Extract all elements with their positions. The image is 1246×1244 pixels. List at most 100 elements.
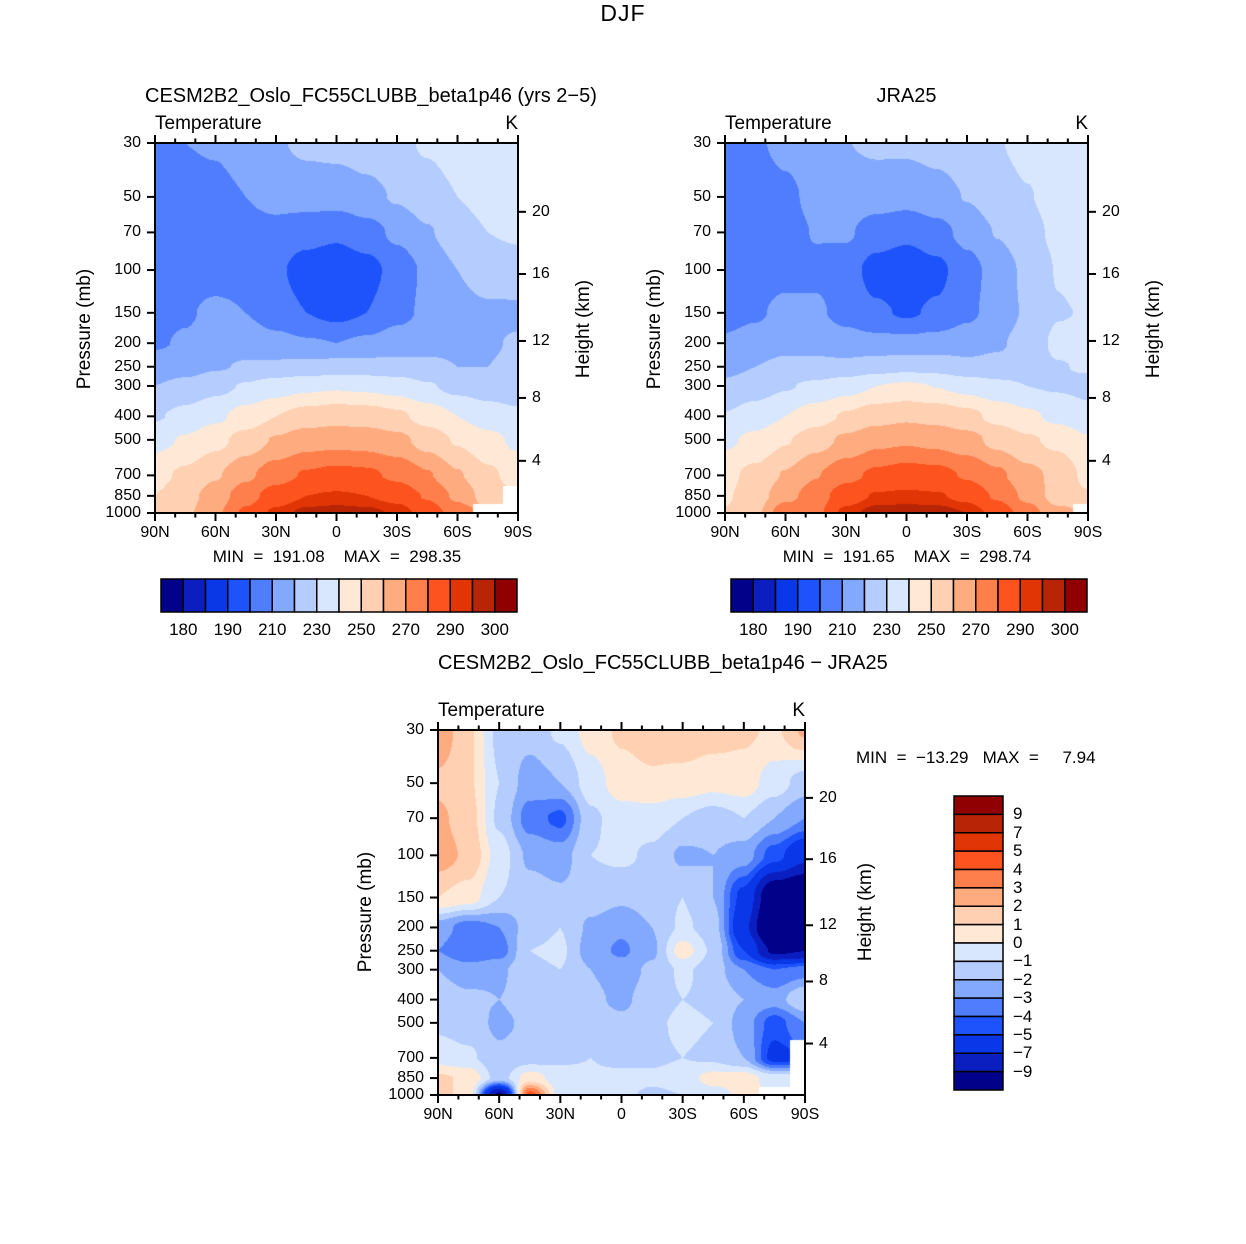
colorbar-cell — [953, 1015, 1004, 1036]
pressure-tick-label: 100 — [397, 846, 424, 864]
pressure-tick-label: 70 — [693, 223, 711, 241]
lat-tick-label: 30N — [261, 524, 291, 541]
pressure-tick-label: 400 — [397, 990, 424, 1008]
colorbar-cell — [730, 578, 754, 613]
height-tick-label: 4 — [1102, 451, 1111, 469]
colorbar-cell — [160, 578, 184, 613]
height-tick-label: 8 — [532, 388, 541, 406]
lat-tick-label: 90N — [140, 524, 170, 541]
colorbar-tick-label: −1 — [1013, 951, 1033, 971]
pressure-tick-label: 70 — [406, 809, 424, 827]
colorbar-tick-label: 3 — [1013, 877, 1023, 897]
pressure-tick-label: 1000 — [105, 504, 141, 521]
colorbar-tick-label: 7 — [1013, 822, 1023, 842]
lat-tick-label: 60S — [729, 1106, 759, 1123]
pressure-tick-label: 250 — [114, 357, 141, 375]
colorbar-tick-label: −7 — [1013, 1043, 1033, 1063]
colorbar-cell — [953, 887, 1004, 907]
colorbar-tick-label: −2 — [1013, 969, 1033, 989]
pressure-tick-label: 150 — [684, 303, 711, 321]
colorbar-tick-label: 300 — [1050, 620, 1079, 639]
colorbar-tick-label: 210 — [258, 620, 287, 639]
colorbar-cell — [338, 578, 362, 613]
subtitle-row-model: Temperature K — [155, 113, 518, 135]
colorbar-tick-label: 300 — [480, 620, 509, 639]
colorbar-tick-label: 180 — [739, 620, 768, 639]
panel-title-obs: JRA25 — [876, 85, 937, 107]
colorbar-cell — [953, 942, 1004, 963]
lat-tick-label: 0 — [617, 1106, 626, 1123]
colorbar-cell — [863, 578, 888, 613]
colorbar-cell — [953, 850, 1004, 871]
pressure-tick-label: 50 — [693, 187, 711, 205]
pressure-axis-label-obs: Pressure (mb) — [644, 268, 665, 390]
units-label-diff: K — [792, 700, 805, 721]
colorbar-cell — [997, 578, 1021, 613]
colorbar-tick-label: 230 — [302, 620, 331, 639]
height-tick-label: 20 — [819, 788, 837, 806]
colorbar-tick-label: 250 — [917, 620, 946, 639]
pressure-tick-label: 1000 — [675, 504, 711, 521]
contour-field-diff — [438, 730, 805, 1095]
height-tick-label: 8 — [819, 972, 828, 990]
colorbar-cell — [471, 578, 496, 613]
pressure-tick-label: 300 — [397, 960, 424, 978]
colorbar-cell — [908, 578, 932, 613]
units-label-obs: K — [1075, 113, 1088, 134]
colorbar-cell — [1041, 578, 1066, 613]
stats-obs: MIN = 191.65 MAX = 298.74 — [782, 547, 1032, 566]
height-tick-label: 16 — [532, 264, 550, 282]
lat-tick-label: 30N — [831, 524, 861, 541]
pressure-tick-label: 50 — [123, 187, 141, 205]
pressure-tick-label: 500 — [397, 1013, 424, 1031]
pressure-tick-label: 250 — [684, 357, 711, 375]
colorbar-cell — [953, 1034, 1004, 1054]
colorbar-cell — [819, 578, 843, 613]
pressure-tick-label: 400 — [684, 407, 711, 425]
pressure-tick-label: 300 — [114, 376, 141, 394]
colorbar-cell — [841, 578, 866, 613]
pressure-tick-label: 100 — [114, 261, 141, 279]
pressure-tick-label: 30 — [406, 721, 424, 738]
main-title: DJF — [600, 0, 646, 26]
colorbar-tick-label: 1 — [1013, 914, 1023, 934]
panel-title-diff: CESM2B2_Oslo_FC55CLUBB_beta1p46 − JRA25 — [438, 652, 888, 674]
colorbar-cell — [975, 578, 999, 613]
colorbar-cell — [953, 795, 1004, 816]
pressure-axis-label-model: Pressure (mb) — [74, 268, 95, 390]
colorbar-cell — [953, 979, 1004, 999]
colorbar-cell — [360, 578, 385, 613]
colorbar-cell — [953, 813, 1004, 834]
lat-tick-label: 90S — [503, 524, 533, 541]
lat-tick-label: 30S — [952, 524, 982, 541]
lat-tick-label: 60N — [770, 524, 801, 541]
pressure-tick-label: 50 — [406, 774, 424, 792]
colorbar-tick-label: −9 — [1013, 1061, 1033, 1081]
colorbar-cell — [293, 578, 318, 613]
colorbar-cell — [449, 578, 474, 613]
lat-tick-label: 30N — [545, 1106, 575, 1123]
colorbar-cell — [774, 578, 799, 613]
lat-tick-label: 30S — [382, 524, 412, 541]
lat-tick-label: 60N — [200, 524, 231, 541]
stats-diff: MIN = −13.29 MAX = 7.94 — [856, 748, 1096, 767]
colorbar-cell — [952, 578, 977, 613]
pressure-tick-label: 850 — [684, 486, 711, 504]
colorbar-tick-label: 2 — [1013, 896, 1023, 916]
pressure-tick-label: 300 — [684, 376, 711, 394]
pressure-tick-label: 700 — [114, 466, 141, 484]
height-tick-label: 16 — [819, 850, 837, 868]
pressure-tick-label: 250 — [397, 941, 424, 959]
colorbar-cell — [1064, 578, 1088, 613]
colorbar-cell — [953, 1070, 1004, 1091]
colorbar-cell — [427, 578, 451, 613]
colorbar-cell — [271, 578, 296, 613]
colorbar-tick-label: 0 — [1013, 933, 1023, 952]
contour-field-obs — [725, 143, 1088, 513]
pressure-tick-label: 70 — [123, 223, 141, 241]
height-tick-label: 16 — [1102, 264, 1120, 282]
pressure-tick-label: 850 — [114, 486, 141, 504]
pressure-tick-label: 150 — [114, 303, 141, 321]
colorbar-cell — [886, 578, 910, 613]
